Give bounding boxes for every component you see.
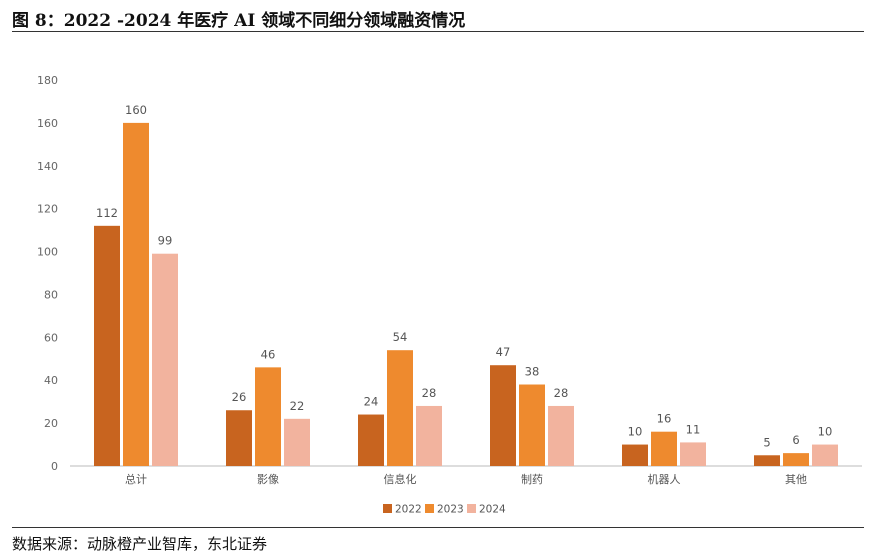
legend-swatch-2022 <box>383 504 392 513</box>
legend-swatch-2024 <box>467 504 476 513</box>
x-tick-label: 其他 <box>785 473 807 486</box>
x-tick-label: 机器人 <box>648 472 681 486</box>
data-label: 99 <box>158 234 173 248</box>
y-tick-label: 180 <box>37 74 58 87</box>
bar-2023 <box>519 384 545 466</box>
data-label: 26 <box>232 390 247 404</box>
bar-2024 <box>680 442 706 466</box>
bar-2022 <box>94 225 120 466</box>
y-tick-label: 160 <box>37 117 58 130</box>
y-tick-label: 60 <box>44 331 58 344</box>
data-label: 160 <box>125 103 147 117</box>
y-tick-label: 40 <box>44 374 58 387</box>
bar-2022 <box>622 444 648 466</box>
bar-2022 <box>226 410 252 466</box>
x-tick-label: 制药 <box>521 473 543 486</box>
legend-label: 2022 <box>395 504 422 516</box>
figure-source: 数据来源：动脉橙产业智库，东北证券 <box>12 535 268 553</box>
data-label: 28 <box>422 386 437 400</box>
bar-2024 <box>152 253 178 466</box>
bar-2024 <box>548 405 574 466</box>
legend-swatch-2023 <box>425 504 434 513</box>
bar-2024 <box>416 405 442 466</box>
y-tick-label: 100 <box>37 246 58 259</box>
data-label: 6 <box>792 433 799 447</box>
data-label: 11 <box>686 422 701 436</box>
data-label: 24 <box>364 395 379 409</box>
bar-2024 <box>284 418 310 466</box>
bar-2024 <box>812 444 838 466</box>
data-label: 28 <box>554 386 569 400</box>
bar-2023 <box>387 350 413 466</box>
y-tick-label: 140 <box>37 160 58 173</box>
bar-2022 <box>490 365 516 466</box>
y-tick-label: 80 <box>44 288 58 301</box>
data-label: 10 <box>628 425 643 439</box>
y-tick-label: 0 <box>51 460 58 473</box>
data-label: 16 <box>657 412 672 426</box>
data-label: 38 <box>525 365 540 379</box>
bar-2022 <box>358 414 384 466</box>
data-label: 5 <box>763 435 770 449</box>
title-rule <box>12 31 864 32</box>
figure-title: 图 8：2022 -2024 年医疗 AI 领域不同细分领域融资情况 <box>12 11 466 31</box>
legend-label: 2024 <box>479 504 506 516</box>
data-label: 10 <box>818 425 833 439</box>
data-label: 54 <box>393 330 408 344</box>
x-tick-label: 信息化 <box>384 472 417 486</box>
source-rule <box>12 527 864 528</box>
y-tick-label: 20 <box>44 417 58 430</box>
y-tick-label: 120 <box>37 203 58 216</box>
bar-2023 <box>123 122 149 466</box>
data-label: 47 <box>496 345 511 359</box>
bar-2023 <box>783 453 809 466</box>
legend-label: 2023 <box>437 504 464 516</box>
data-label: 46 <box>261 347 276 361</box>
bar-2022 <box>754 455 780 466</box>
bar-2023 <box>651 431 677 466</box>
data-label: 112 <box>96 206 118 220</box>
data-label: 22 <box>290 399 305 413</box>
x-tick-label: 总计 <box>125 472 147 486</box>
bar-2023 <box>255 367 281 466</box>
x-tick-label: 影像 <box>257 473 279 486</box>
